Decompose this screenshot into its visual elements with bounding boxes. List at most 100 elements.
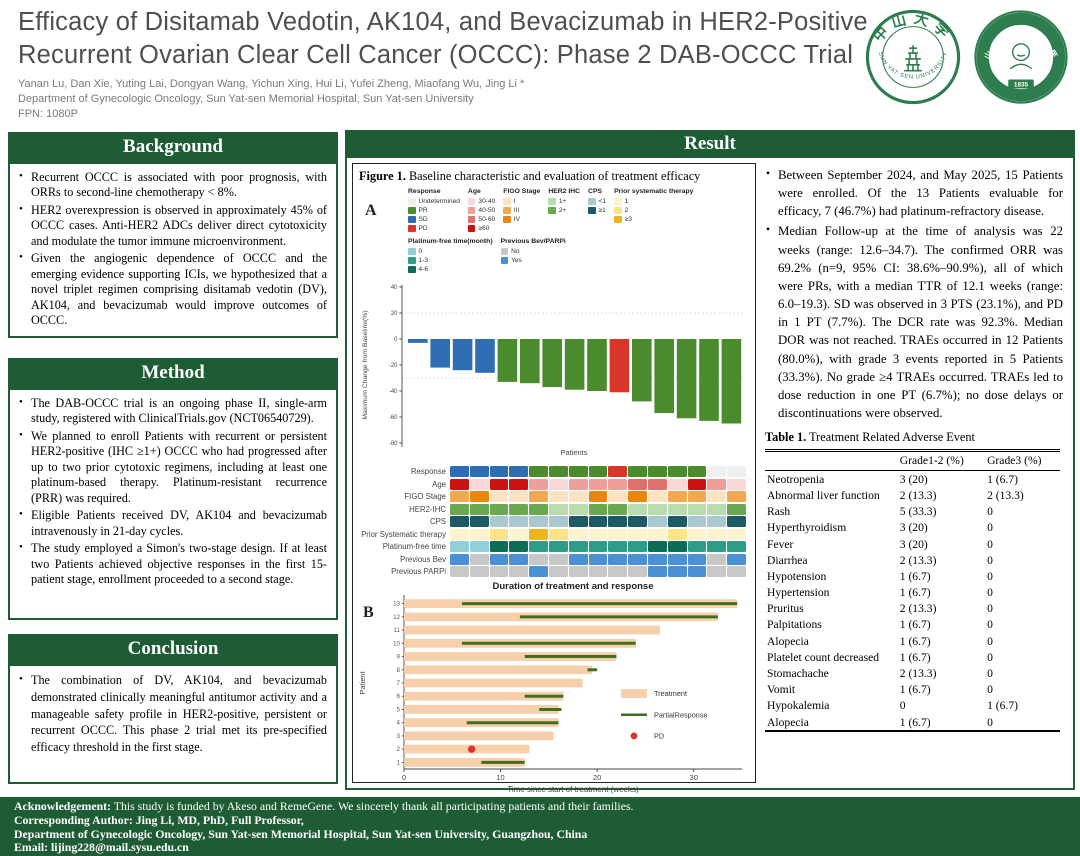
oncoprint-cell bbox=[548, 466, 568, 477]
conclusion-bullets: The combination of DV, AK104, and bevaci… bbox=[18, 672, 327, 756]
figure-caption-text: Baseline characteristic and evaluation o… bbox=[405, 169, 701, 183]
legend-swatch bbox=[408, 256, 416, 265]
legend-item: PR bbox=[408, 206, 460, 215]
oncoprint-cell bbox=[628, 516, 647, 527]
waterfall-bar bbox=[520, 339, 540, 384]
bullet-item: Between September 2024, and May 2025, 15… bbox=[765, 166, 1063, 220]
oncoprint-cell bbox=[707, 566, 727, 577]
svg-text:Patients: Patients bbox=[560, 448, 587, 457]
oncoprint-row-label: CPS bbox=[429, 517, 446, 526]
waterfall-bar bbox=[497, 339, 518, 382]
waterfall-bar bbox=[632, 339, 652, 402]
legend-swatch bbox=[548, 206, 556, 215]
table-cell: 3 (20) bbox=[899, 472, 928, 486]
waterfall-bar bbox=[699, 339, 719, 421]
oncoprint-cell bbox=[450, 478, 469, 490]
table-row: Hypokalemia 0 1 (6.7) bbox=[765, 698, 1060, 714]
oncoprint-cell bbox=[450, 503, 469, 515]
legend-group: Platinum-free time(month) 0 1-3 4-6 bbox=[408, 238, 493, 274]
oncoprint-cell bbox=[727, 503, 746, 515]
legend-item: Undetermined bbox=[408, 197, 460, 206]
oncoprint-cell bbox=[727, 478, 746, 490]
table-cell: 0 bbox=[987, 618, 993, 632]
legend-swatch bbox=[408, 197, 416, 206]
oncoprint-cell bbox=[489, 503, 509, 515]
oncoprint-row-label: Response bbox=[410, 467, 446, 476]
legend-group: Age 30-40 40-50 50-60 ≥60 bbox=[467, 188, 495, 233]
oncoprint-row: Prior Systematic therapy bbox=[358, 528, 752, 540]
oncoprint-cell bbox=[568, 478, 588, 490]
oncoprint-cell bbox=[548, 553, 568, 565]
oncoprint-cell bbox=[450, 553, 469, 565]
bullet-item: The combination of DV, AK104, and bevaci… bbox=[18, 672, 327, 756]
oncoprint-row-label: Platinum-free time bbox=[382, 542, 446, 551]
legend-group: HER2 IHC 1+ 2+ bbox=[548, 188, 580, 233]
oncoprint-cell bbox=[628, 491, 647, 502]
table-cell: Rash bbox=[767, 505, 791, 519]
table-cell: 0 bbox=[987, 650, 993, 664]
oncoprint-cell bbox=[707, 478, 727, 490]
waterfall-bar bbox=[676, 339, 697, 419]
oncoprint-cell bbox=[628, 566, 647, 577]
oncoprint-cell bbox=[647, 466, 667, 477]
oncoprint-cell bbox=[608, 541, 628, 552]
table-cell: 2 (13.3) bbox=[899, 602, 937, 616]
oncoprint-cell bbox=[588, 478, 608, 490]
oncoprint-cell bbox=[628, 478, 647, 490]
footer-ack-label: Acknowledgement: bbox=[14, 799, 111, 813]
svg-text:20: 20 bbox=[593, 773, 601, 782]
table-cell: 0 bbox=[987, 569, 993, 583]
svg-text:-20: -20 bbox=[389, 363, 398, 369]
table-cell: 2 (13.3) bbox=[899, 488, 937, 502]
oncoprint-cell bbox=[707, 553, 727, 565]
oncoprint-cell bbox=[548, 503, 568, 515]
oncoprint-cell bbox=[608, 528, 628, 540]
table1-caption: Table 1. Treatment Related Adverse Event bbox=[765, 430, 1063, 445]
legend-item: 50-60 bbox=[467, 215, 495, 224]
oncoprint-row-label: Age bbox=[432, 479, 446, 489]
table-cell: 3 (20) bbox=[899, 521, 928, 535]
legend-label: 0 bbox=[418, 248, 423, 255]
legend-item: IV bbox=[503, 215, 540, 224]
oncoprint-cell bbox=[647, 566, 667, 577]
oncoprint-cell bbox=[450, 516, 469, 527]
table-cell: Diarrhea bbox=[767, 553, 808, 567]
oncoprint-cell bbox=[548, 566, 568, 577]
oncoprint-cell bbox=[509, 503, 529, 515]
oncoprint-cell bbox=[548, 541, 568, 552]
panel-b-label: B bbox=[363, 604, 374, 621]
year-banner bbox=[1008, 79, 1034, 89]
oncoprint-cell bbox=[568, 566, 588, 577]
legend-group-title: Response bbox=[408, 188, 441, 195]
table-row: Neotropenia 3 (20) 1 (6.7) bbox=[765, 471, 1060, 488]
oncoprint-cell bbox=[687, 466, 707, 477]
oncoprint-cell bbox=[529, 528, 548, 540]
table-cell: Stomachache bbox=[767, 667, 829, 681]
oncoprint-cell bbox=[667, 503, 687, 515]
legend-item: <1 bbox=[588, 197, 606, 206]
table-header-cell bbox=[765, 450, 898, 472]
table-cell: 0 bbox=[987, 683, 993, 697]
oncoprint-cell bbox=[588, 528, 608, 540]
oncoprint-cell bbox=[667, 541, 687, 552]
svg-text:6: 6 bbox=[397, 693, 401, 700]
oncoprint-cell bbox=[509, 466, 529, 477]
oncoprint-cell bbox=[727, 491, 746, 502]
bullet-item: Given the angiogenic dependence of OCCC … bbox=[18, 251, 327, 328]
oncoprint-cell bbox=[687, 553, 707, 565]
legend-pd-swatch bbox=[630, 732, 638, 740]
table-cell: 1 (6.7) bbox=[987, 699, 1018, 713]
oncoprint-row: FIGO Stage bbox=[358, 491, 752, 502]
table-cell: 1 (6.7) bbox=[899, 618, 931, 632]
legend-group-title: Prior systematic therapy bbox=[614, 188, 694, 195]
svg-text:8: 8 bbox=[397, 667, 401, 674]
svg-text:Duration of treatment and resp: Duration of treatment and response bbox=[493, 581, 654, 592]
table-row: Hyperthyroidism 3 (20) 0 bbox=[765, 520, 1060, 536]
swimmer-chart: Duration of treatment and response131211… bbox=[358, 581, 742, 794]
legend-group: FIGO Stage I III IV bbox=[503, 188, 540, 233]
table-row: Rash 5 (33.3) 0 bbox=[765, 504, 1060, 520]
oncoprint-cell bbox=[727, 516, 746, 527]
legend-label: PR bbox=[418, 207, 428, 214]
table-cell: 5 (33.3) bbox=[899, 505, 937, 519]
table-cell: Hyperthyroidism bbox=[767, 521, 847, 535]
